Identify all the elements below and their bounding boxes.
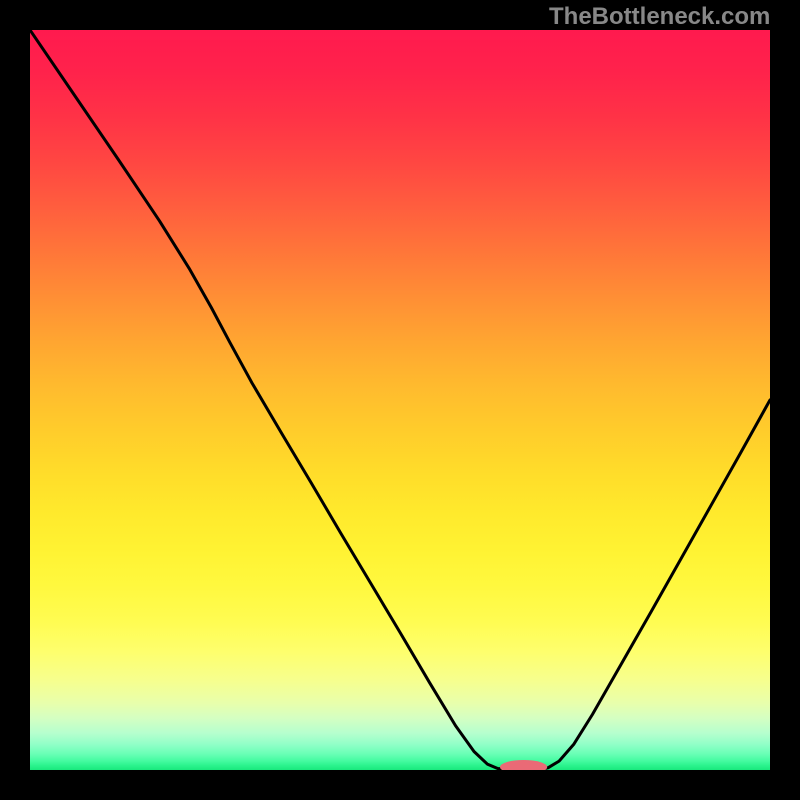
watermark-label: TheBottleneck.com [549, 3, 770, 31]
chart-svg [30, 30, 770, 770]
gradient-background [30, 30, 770, 770]
plot-area [30, 30, 770, 770]
